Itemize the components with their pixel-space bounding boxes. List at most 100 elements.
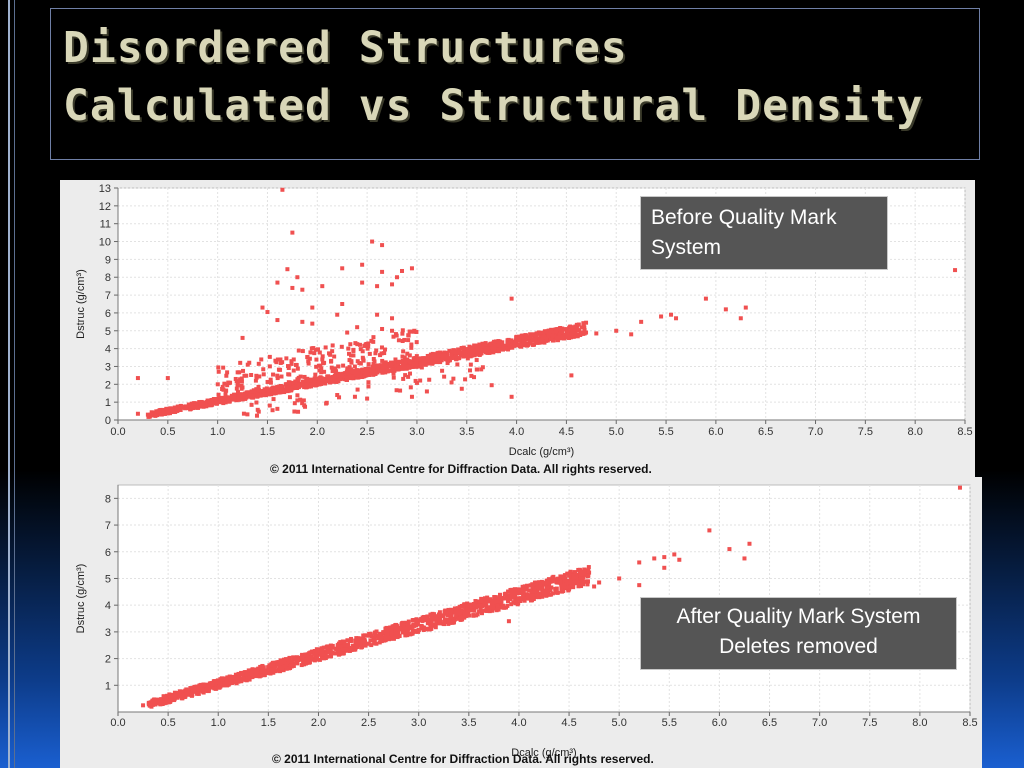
- data-point: [254, 400, 259, 405]
- data-point: [244, 678, 249, 683]
- data-point: [572, 331, 577, 336]
- data-point: [271, 669, 276, 674]
- data-point: [462, 615, 467, 620]
- data-point: [439, 353, 444, 358]
- data-point: [576, 328, 581, 333]
- data-point: [346, 642, 351, 647]
- data-point: [249, 373, 254, 378]
- data-point: [203, 688, 208, 693]
- data-point: [567, 573, 572, 578]
- data-point: [216, 392, 221, 397]
- data-point: [496, 349, 501, 354]
- data-point: [580, 581, 585, 586]
- data-point: [535, 585, 540, 590]
- data-point: [345, 330, 350, 335]
- data-point: [270, 663, 275, 668]
- x-tick-label: 7.0: [812, 717, 827, 729]
- data-point: [520, 584, 525, 589]
- data-point: [314, 382, 319, 387]
- data-point: [571, 334, 576, 339]
- data-point: [135, 411, 140, 416]
- data-point: [517, 338, 522, 343]
- data-point: [271, 372, 276, 377]
- data-point: [349, 646, 354, 651]
- data-point: [414, 617, 419, 622]
- data-point: [385, 369, 390, 374]
- callout-after-line-1: After Quality Mark System: [676, 605, 921, 628]
- data-point: [361, 358, 366, 363]
- data-point: [403, 365, 408, 370]
- data-point: [424, 617, 429, 622]
- title-box: Disordered Structures Calculated vs Stru…: [50, 8, 980, 160]
- data-point: [375, 284, 380, 289]
- data-point: [279, 387, 284, 392]
- data-point: [326, 374, 331, 379]
- data-point: [226, 381, 231, 386]
- data-point: [345, 366, 350, 371]
- data-point: [292, 409, 297, 414]
- data-point: [260, 305, 265, 310]
- data-point: [311, 383, 316, 388]
- data-point: [461, 609, 466, 614]
- data-point: [574, 327, 579, 332]
- data-point: [580, 571, 585, 576]
- data-point: [257, 374, 262, 379]
- data-point: [235, 678, 240, 683]
- data-point: [276, 389, 281, 394]
- data-point: [380, 269, 385, 274]
- data-point: [240, 385, 245, 390]
- data-point: [553, 590, 558, 595]
- data-point: [743, 305, 748, 310]
- data-point: [239, 395, 244, 400]
- data-point: [358, 347, 363, 352]
- data-point: [302, 374, 307, 379]
- data-point: [324, 401, 329, 406]
- data-point: [353, 372, 358, 377]
- data-point: [559, 334, 564, 339]
- data-point: [492, 596, 497, 601]
- data-point: [419, 365, 424, 370]
- data-point: [231, 394, 236, 399]
- data-point: [521, 589, 526, 594]
- data-point: [334, 369, 339, 374]
- data-point: [371, 364, 376, 369]
- data-point: [374, 641, 379, 646]
- data-point: [195, 686, 200, 691]
- data-point: [355, 387, 360, 392]
- data-point: [333, 379, 338, 384]
- data-point: [428, 624, 433, 629]
- data-point: [226, 681, 231, 686]
- data-point: [285, 267, 290, 272]
- data-point: [485, 605, 490, 610]
- data-point: [509, 344, 514, 349]
- data-point: [542, 591, 547, 596]
- data-point: [221, 397, 226, 402]
- data-point: [289, 663, 294, 668]
- data-point: [135, 376, 140, 381]
- data-point: [310, 321, 315, 326]
- data-point: [347, 648, 352, 653]
- data-point: [401, 349, 406, 354]
- data-point: [456, 347, 461, 352]
- data-point: [295, 657, 300, 662]
- data-point: [372, 636, 377, 641]
- data-point: [407, 625, 412, 630]
- data-point: [191, 405, 196, 410]
- data-point: [509, 338, 514, 343]
- data-point: [652, 556, 657, 561]
- data-point: [371, 366, 376, 371]
- data-point: [213, 680, 218, 685]
- x-tick-label: 2.5: [359, 426, 374, 438]
- data-point: [218, 400, 223, 405]
- data-point: [669, 312, 674, 317]
- data-point: [289, 359, 294, 364]
- data-point: [225, 370, 230, 375]
- x-tick-label: 2.5: [361, 717, 376, 729]
- x-tick-label: 3.5: [459, 426, 474, 438]
- data-point: [168, 699, 173, 704]
- data-point: [467, 344, 472, 349]
- data-point: [427, 359, 432, 364]
- data-point: [347, 638, 352, 643]
- data-point: [246, 671, 251, 676]
- data-point: [703, 296, 708, 301]
